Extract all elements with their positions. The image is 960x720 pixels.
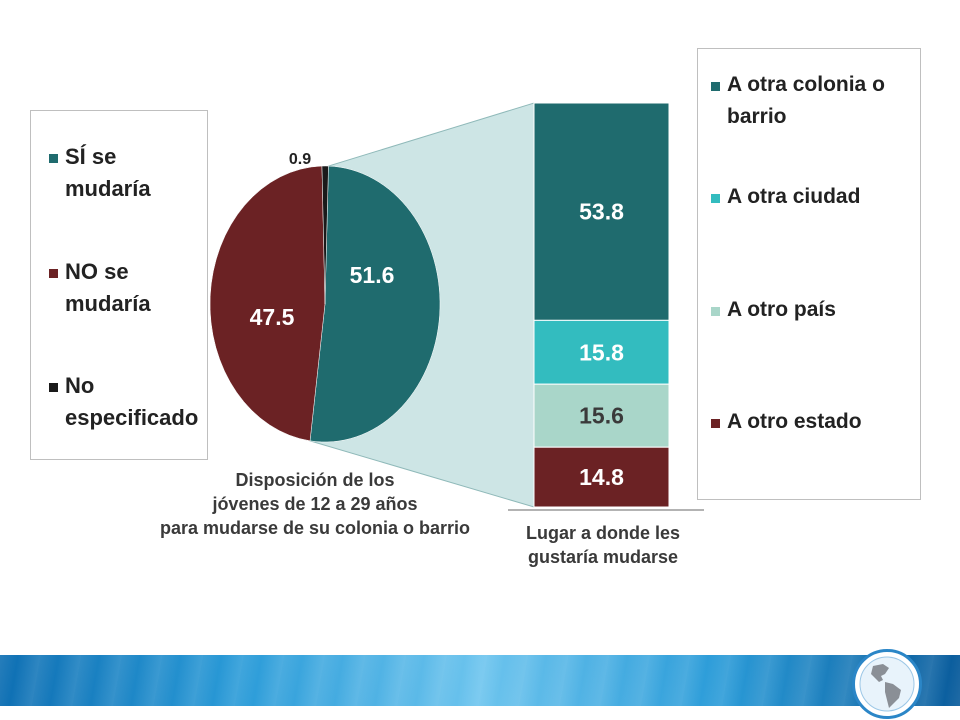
pie-label-0: 51.6 [350,262,395,288]
legend-label-no-1: NO se [65,259,129,284]
pie-slice-si [309,165,441,443]
legend-label-no-2: mudaría [65,291,151,316]
bar-legend: A otra colonia o barrio A otra ciudad A o… [697,48,921,500]
bar-caption: Lugar a donde les gustaría mudarse [508,521,698,569]
legend-label-colonia-2: barrio [727,105,787,128]
legend-label-noesp-2: especificado [65,405,199,430]
bar-segment-estado [533,446,670,508]
bar-caption-line1: Lugar a donde les [525,523,681,543]
footer-banner [0,655,960,706]
legend-label-si-2: mudaría [65,176,151,201]
legend-swatch-noesp [49,383,58,392]
legend-label-pais: A otro país [727,298,836,321]
legend-label-ciudad: A otra ciudad [727,185,861,208]
legend-item-no: NO se mudaría [49,256,151,320]
legend-label-si-1: SÍ se [65,144,117,169]
pie-label-1: 47.5 [250,304,295,330]
legend-label-noesp-1: No [65,373,95,398]
legend-item-si: SÍ se mudaría [49,141,151,205]
bar-caption-line2: gustaría mudarse [527,547,679,567]
pie-caption-line3: para mudarse de su colonia o barrio [159,518,471,538]
pie-caption: Disposición de los jóvenes de 12 a 29 añ… [140,468,490,540]
legend-label-estado: A otro estado [727,410,862,433]
pie-caption-line2: jóvenes de 12 a 29 años [212,494,418,514]
pie-slice-no [209,165,326,442]
legend-item-pais: A otro país [711,294,836,326]
legend-item-estado: A otro estado [711,406,862,438]
legend-swatch-si [49,154,58,163]
legend-swatch-estado [711,419,720,428]
pie-legend: SÍ se mudaría NO se mudaría No especificado [30,110,208,460]
bar-label-2: 15.6 [579,403,624,429]
pie-slice-noesp [321,165,329,305]
stacked-bar-chart: 53.8 15.8 15.6 14.8 [533,102,670,508]
legend-label-colonia-1: A otra colonia o [727,73,885,96]
pie-label-2: 0.9 [289,151,311,168]
legend-item-colonia: A otra colonia o barrio [711,69,885,133]
legend-swatch-ciudad [711,194,720,203]
pie-caption-line1: Disposición de los [235,470,395,490]
bar-label-3: 14.8 [579,464,624,490]
legend-item-ciudad: A otra ciudad [711,181,860,213]
bar-label-1: 15.8 [579,339,624,365]
pie-chart: 51.6 47.5 0.9 [209,151,441,443]
legend-item-noesp: No especificado [49,370,198,434]
legend-swatch-no [49,269,58,278]
americas-map-logo-icon [852,649,922,719]
bar-label-0: 53.8 [579,199,624,225]
legend-swatch-colonia [711,82,720,91]
legend-swatch-pais [711,307,720,316]
